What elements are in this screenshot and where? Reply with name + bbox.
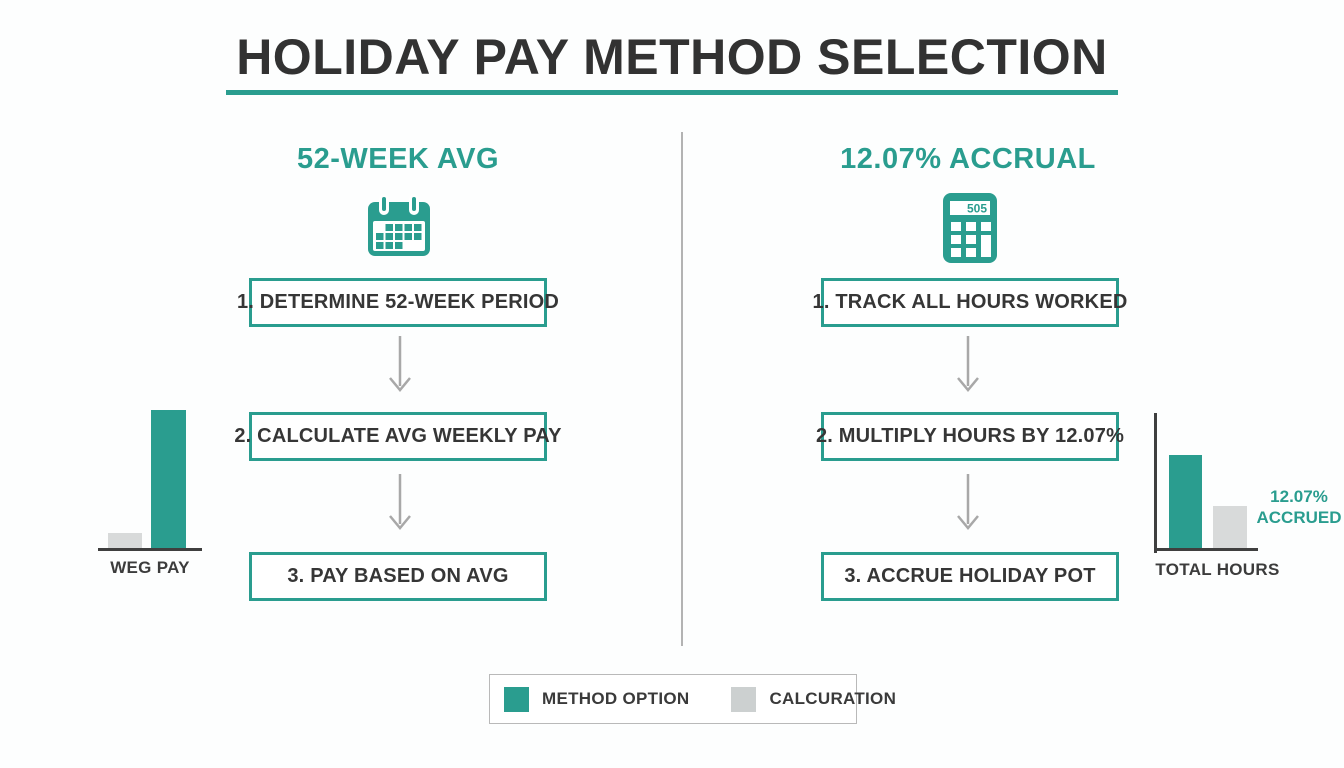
title-underline bbox=[226, 90, 1118, 95]
column-divider bbox=[681, 132, 683, 646]
annotation-line-2: ACCRUED bbox=[1256, 508, 1342, 527]
right-column-heading: 12.07% ACCRUAL bbox=[840, 143, 1096, 175]
left-chart-gray-bar bbox=[108, 533, 142, 550]
down-arrow-icon bbox=[389, 474, 411, 530]
method-option-label: METHOD OPTION bbox=[542, 689, 690, 708]
right-chart-teal-bar bbox=[1169, 455, 1202, 550]
down-arrow-icon bbox=[389, 336, 411, 392]
left-chart-teal-bar bbox=[151, 410, 186, 550]
calendar-icon bbox=[366, 194, 432, 263]
right-chart-annotation: 12.07% ACCRUED bbox=[1254, 486, 1344, 528]
down-arrow-icon bbox=[957, 474, 979, 530]
left-step-3-box: 3. PAY BASED ON AVG bbox=[249, 552, 547, 601]
right-step-2-box: 2. MULTIPLY HOURS BY 12.07% bbox=[816, 412, 1124, 461]
left-column-heading: 52-WEEK AVG bbox=[296, 143, 500, 175]
left-chart-baseline bbox=[98, 548, 202, 551]
left-step-1-box: 1. DETERMINE 52-WEEK PERIOD bbox=[237, 278, 559, 327]
page-title: HOLIDAY PAY METHOD SELECTION bbox=[236, 29, 1108, 85]
right-chart-baseline bbox=[1154, 548, 1258, 551]
calculation-swatch bbox=[731, 686, 757, 712]
legend: METHOD OPTION CALCURATION bbox=[489, 674, 896, 724]
annotation-line-1: 12.07% bbox=[1270, 487, 1328, 506]
right-step-1-box: 1. TRACK ALL HOURS WORKED bbox=[813, 278, 1127, 327]
calculator-display: 505 bbox=[967, 202, 987, 216]
right-chart-y-axis bbox=[1154, 413, 1157, 553]
calculator-icon: 505 bbox=[942, 192, 998, 269]
right-chart-label: TOTAL HOURS bbox=[1155, 560, 1280, 579]
left-chart-label: WEG PAY bbox=[110, 558, 190, 577]
right-step-3-box: 3. ACCRUE HOLIDAY POT bbox=[821, 552, 1119, 601]
left-step-2-box: 2. CALCULATE AVG WEEKLY PAY bbox=[234, 412, 561, 461]
right-chart-gray-bar bbox=[1213, 506, 1247, 550]
method-option-swatch bbox=[504, 686, 529, 712]
calculation-label: CALCURATION bbox=[769, 689, 897, 708]
down-arrow-icon bbox=[957, 336, 979, 392]
